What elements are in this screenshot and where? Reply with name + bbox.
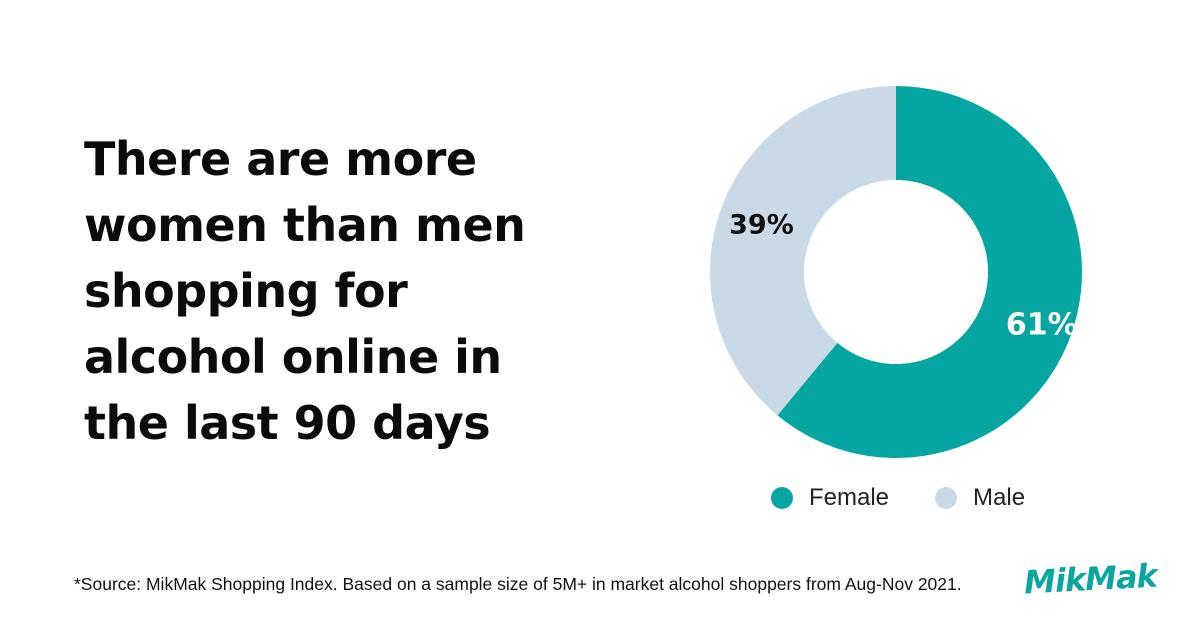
headline-line-3: shopping for: [84, 264, 408, 318]
legend-swatch-male: [935, 487, 958, 509]
headline-line-5: the last 90 days: [84, 396, 491, 450]
headline: There are more women than men shopping f…: [84, 126, 544, 456]
mikmak-logo: MikMak: [1023, 556, 1158, 602]
headline-line-1: There are more: [84, 132, 477, 186]
data-label-female: 61%: [1006, 308, 1078, 343]
donut-chart: 61% 39%: [710, 85, 1082, 458]
data-label-male: 39%: [729, 210, 794, 241]
source-footnote: *Source: MikMak Shopping Index. Based on…: [74, 574, 962, 594]
legend-label-female: Female: [809, 484, 890, 511]
legend-swatch-female: [771, 487, 793, 509]
slice-female: [777, 86, 1082, 458]
headline-line-4: alcohol online in: [84, 330, 502, 384]
chart-legend: Female Male: [771, 484, 1071, 512]
headline-line-2: women than men: [84, 198, 526, 252]
legend-item-female: Female: [771, 484, 889, 512]
slice-male: [710, 85, 896, 416]
legend-item-male: Male: [935, 484, 1025, 512]
legend-label-male: Male: [973, 484, 1026, 511]
